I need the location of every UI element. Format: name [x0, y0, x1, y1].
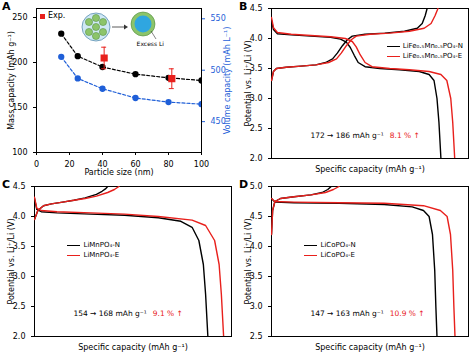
svg-text:3.0: 3.0	[249, 94, 263, 104]
svg-text:Specific capacity (mAh g⁻¹): Specific capacity (mAh g⁻¹)	[78, 343, 188, 352]
html-text:9.1 % ↑: 9.1 % ↑	[152, 309, 183, 318]
svg-text:100: 100	[194, 160, 209, 169]
html-text:172 → 186 mAh g⁻¹: 172 → 186 mAh g⁻¹	[310, 131, 384, 140]
svg-text:4.0: 4.0	[12, 212, 26, 222]
svg-text:5.0: 5.0	[250, 182, 263, 191]
svg-text:Mass capacity (mAh g⁻¹): Mass capacity (mAh g⁻¹)	[7, 31, 16, 130]
svg-text:3.0: 3.0	[249, 302, 263, 312]
svg-text:Specific capacity (mAh g⁻¹): Specific capacity (mAh g⁻¹)	[315, 343, 425, 352]
svg-text:2.5: 2.5	[12, 302, 26, 312]
html-text:10.9 % ↑: 10.9 % ↑	[389, 309, 425, 318]
svg-text:2.0: 2.0	[13, 332, 26, 341]
svg-text:60: 60	[130, 160, 141, 170]
svg-text:4.0: 4.0	[249, 34, 263, 44]
html-text:D: D	[239, 178, 249, 191]
svg-text:150: 150	[12, 103, 28, 113]
svg-text:450: 450	[210, 117, 226, 127]
svg-text:0: 0	[34, 160, 39, 169]
html-text:LiCoPO₄-E: LiCoPO₄-E	[320, 251, 355, 259]
svg-text:Particle size (nm): Particle size (nm)	[84, 168, 153, 177]
svg-text:Specific capacity (mAh g⁻¹): Specific capacity (mAh g⁻¹)	[315, 165, 425, 174]
svg-text:2.5: 2.5	[250, 332, 263, 341]
svg-text:Excess Li: Excess Li	[137, 40, 165, 47]
svg-text:100: 100	[12, 148, 27, 157]
svg-text:80: 80	[163, 160, 173, 169]
html-text:Exp.: Exp.	[48, 11, 66, 20]
svg-text:250: 250	[12, 13, 27, 22]
html-text:A: A	[2, 0, 11, 13]
svg-text:Potential vs. Li⁺/Li (V): Potential vs. Li⁺/Li (V)	[244, 218, 253, 304]
svg-text:4.5: 4.5	[13, 182, 26, 191]
svg-text:3.5: 3.5	[249, 64, 263, 74]
svg-text:2.0: 2.0	[250, 154, 263, 163]
html-text:LiFe₀.₅Mn₀.₅PO₄-N: LiFe₀.₅Mn₀.₅PO₄-N	[402, 42, 463, 50]
html-text:C: C	[2, 178, 11, 191]
svg-text:20: 20	[64, 160, 74, 169]
html-text:B: B	[239, 0, 248, 13]
svg-text:4.0: 4.0	[249, 242, 263, 252]
svg-text:500: 500	[210, 65, 226, 75]
svg-text:2.5: 2.5	[249, 124, 263, 134]
html-text:8.1 % ↑: 8.1 % ↑	[389, 131, 420, 140]
svg-text:4.5: 4.5	[249, 212, 263, 222]
svg-text:40: 40	[97, 160, 108, 170]
svg-text:4.5: 4.5	[250, 4, 263, 13]
html-text:LiMnPO₄-E: LiMnPO₄-E	[83, 251, 120, 259]
svg-text:Potential vs. Li⁺/Li (V): Potential vs. Li⁺/Li (V)	[7, 218, 16, 304]
html-text:154 → 168 mAh g⁻¹: 154 → 168 mAh g⁻¹	[73, 309, 147, 318]
svg-text:Volume capacity (mAh L⁻¹): Volume capacity (mAh L⁻¹)	[223, 27, 232, 135]
svg-text:3.5: 3.5	[12, 242, 26, 252]
html-text:LiCoPO₄-N: LiCoPO₄-N	[320, 241, 356, 249]
svg-text:Potential vs. Li⁺/Li (V): Potential vs. Li⁺/Li (V)	[244, 40, 253, 126]
html-text:147 → 163 mAh g⁻¹: 147 → 163 mAh g⁻¹	[310, 309, 384, 318]
svg-text:200: 200	[12, 58, 28, 68]
html-text:LiFe₀.₅Mn₀.₅PO₄-E: LiFe₀.₅Mn₀.₅PO₄-E	[402, 52, 463, 60]
svg-text:3.5: 3.5	[249, 272, 263, 282]
svg-text:3.0: 3.0	[12, 272, 26, 282]
svg-text:550: 550	[211, 14, 226, 23]
html-text:LiMnPO₄-N: LiMnPO₄-N	[83, 241, 121, 249]
